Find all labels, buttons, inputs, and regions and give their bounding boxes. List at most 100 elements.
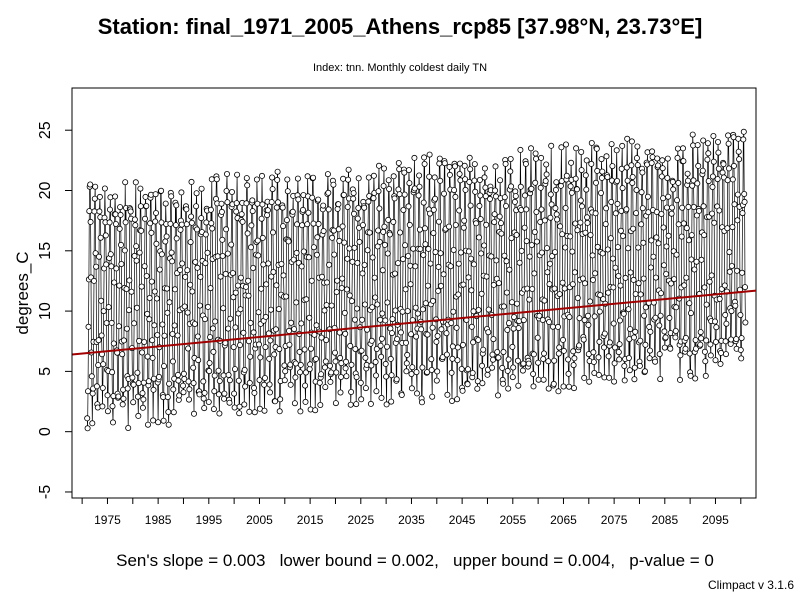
data-point: [689, 182, 696, 189]
data-point: [110, 419, 117, 426]
data-point: [712, 338, 719, 345]
data-point: [321, 307, 328, 314]
data-point: [722, 338, 729, 345]
data-point: [584, 214, 591, 221]
data-point: [325, 189, 332, 196]
data-point: [462, 176, 469, 183]
data-point: [359, 316, 366, 323]
data-point: [88, 373, 95, 380]
data-point: [485, 329, 492, 336]
data-point: [230, 294, 237, 301]
data-point: [704, 156, 711, 163]
data-point: [338, 284, 345, 291]
x-tick-label: 2035: [398, 513, 425, 527]
data-point: [663, 243, 670, 250]
data-point: [549, 253, 556, 260]
data-point: [400, 206, 407, 213]
data-point: [149, 354, 156, 361]
data-point: [652, 358, 659, 365]
data-point: [470, 308, 477, 315]
data-point: [379, 267, 386, 274]
data-point: [381, 241, 388, 248]
data-point: [413, 390, 420, 397]
data-point: [206, 368, 213, 375]
data-point: [219, 236, 226, 243]
data-point: [342, 365, 349, 372]
data-point: [105, 304, 112, 311]
data-point: [447, 263, 454, 270]
data-point: [258, 215, 265, 222]
data-point: [688, 256, 695, 263]
data-point: [335, 201, 342, 208]
data-point: [630, 276, 637, 283]
data-point: [481, 174, 488, 181]
data-point: [193, 190, 200, 197]
data-point: [283, 217, 290, 224]
trend-statistics-text: Sen's slope = 0.003 lower bound = 0.002,…: [116, 551, 714, 570]
data-point: [243, 200, 250, 207]
data-point: [161, 332, 168, 339]
data-point: [719, 169, 726, 176]
data-point: [255, 309, 262, 316]
data-point: [214, 253, 221, 260]
data-point: [536, 312, 543, 319]
data-point: [498, 230, 505, 237]
data-point: [345, 166, 352, 173]
data-point: [384, 250, 391, 257]
data-point: [266, 355, 273, 362]
trend-layer: [71, 289, 757, 356]
data-point: [623, 206, 630, 213]
data-point: [637, 337, 644, 344]
data-point: [355, 175, 362, 182]
data-point: [562, 204, 569, 211]
data-point: [685, 203, 692, 210]
data-point: [227, 315, 234, 322]
data-point: [216, 377, 223, 384]
data-point: [262, 313, 269, 320]
data-point: [693, 258, 700, 265]
data-point: [499, 364, 506, 371]
data-point: [190, 410, 197, 417]
data-point: [547, 191, 554, 198]
data-point: [535, 359, 542, 366]
data-point: [293, 221, 300, 228]
data-point: [472, 188, 479, 195]
data-point: [545, 358, 552, 365]
data-point: [570, 348, 577, 355]
data-point: [662, 334, 669, 341]
data-point: [130, 381, 137, 388]
data-point: [295, 196, 302, 203]
data-point: [682, 345, 689, 352]
data-point: [491, 219, 498, 226]
data-point: [280, 223, 287, 230]
data-point: [324, 171, 331, 178]
data-point: [245, 292, 252, 299]
data-point: [729, 176, 736, 183]
data-point: [429, 297, 436, 304]
data-point: [315, 220, 322, 227]
data-point: [193, 203, 200, 210]
data-point: [372, 372, 379, 379]
data-point: [386, 185, 393, 192]
data-point: [393, 376, 400, 383]
data-point: [158, 187, 165, 194]
data-point: [346, 292, 353, 299]
data-point: [232, 324, 239, 331]
data-point: [633, 155, 640, 162]
data-point: [726, 249, 733, 256]
data-point: [670, 186, 677, 193]
data-point: [155, 373, 162, 380]
data-point: [455, 291, 462, 298]
data-point: [613, 147, 620, 154]
data-point: [547, 214, 554, 221]
data-point: [439, 354, 446, 361]
data-point: [448, 319, 455, 326]
data-point: [640, 275, 647, 282]
data-point: [168, 193, 175, 200]
data-point: [215, 391, 222, 398]
data-point: [589, 252, 596, 259]
data-point: [232, 289, 239, 296]
data-point: [181, 375, 188, 382]
data-point: [601, 344, 608, 351]
data-point: [739, 269, 746, 276]
